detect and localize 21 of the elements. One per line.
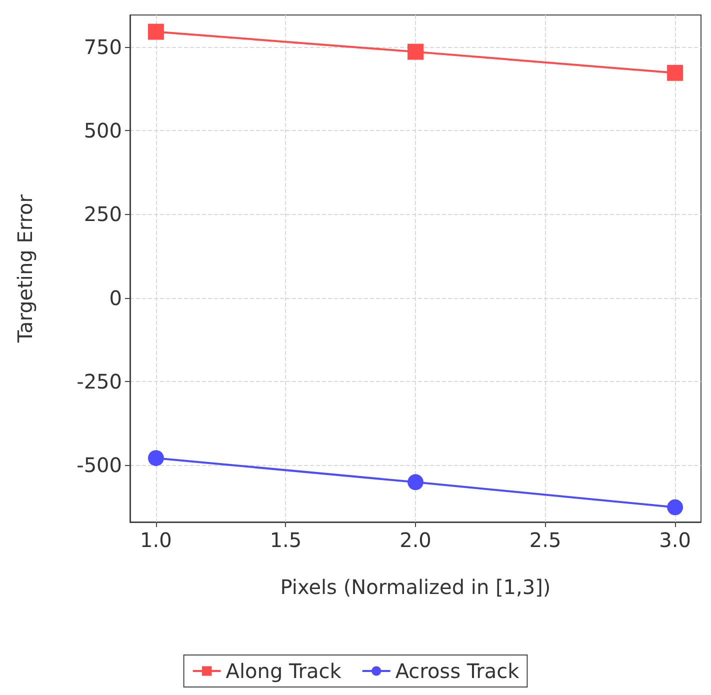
y-tick-label: 0 — [109, 286, 122, 310]
x-tick-label: 2.5 — [529, 528, 562, 552]
legend-label: Across Track — [395, 659, 520, 683]
x-tick-label: 2.0 — [400, 528, 432, 552]
y-axis-title: Targeting Error — [13, 194, 37, 344]
y-tick-label: 750 — [84, 34, 122, 59]
x-tick-label: 3.0 — [659, 528, 691, 552]
point — [667, 64, 684, 81]
point — [408, 44, 424, 60]
point — [667, 499, 684, 516]
y-tick-label: -500 — [76, 453, 122, 478]
y-tick-label: 250 — [84, 202, 122, 226]
x-axis-title: Pixels (Normalized in [1,3]) — [280, 575, 551, 599]
legend-label: Along Track — [226, 659, 342, 683]
x-tick-label: 1.5 — [270, 528, 302, 552]
point — [148, 24, 164, 40]
y-tick-label: 500 — [84, 118, 122, 142]
y-tick-label: -250 — [76, 369, 122, 394]
x-tick-label: 1.0 — [140, 528, 172, 552]
point — [408, 474, 424, 490]
point — [148, 450, 164, 466]
